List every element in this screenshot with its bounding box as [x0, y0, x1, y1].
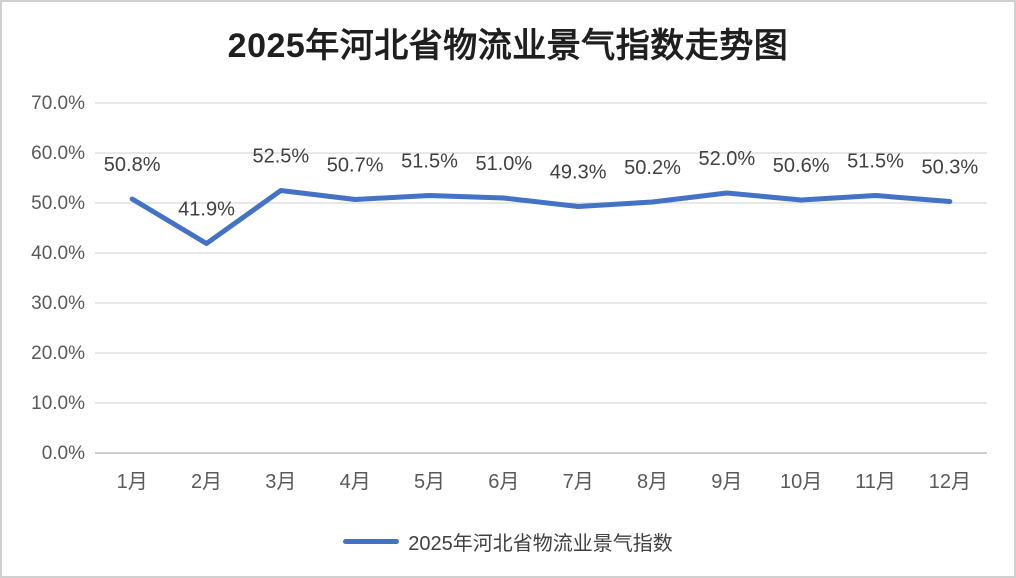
legend-line-swatch-icon [343, 538, 400, 544]
data-label: 50.3% [921, 157, 978, 179]
data-label: 50.7% [327, 155, 384, 177]
data-label: 50.8% [104, 154, 161, 176]
x-tick-label: 10月 [780, 471, 822, 493]
data-label: 52.0% [698, 148, 755, 170]
x-tick-label: 2月 [191, 471, 222, 493]
x-tick-label: 8月 [637, 471, 668, 493]
data-label: 50.2% [624, 157, 681, 179]
x-tick-label: 4月 [340, 471, 371, 493]
data-label: 52.5% [252, 146, 309, 168]
x-tick-label: 6月 [488, 471, 519, 493]
series-line [129, 188, 953, 246]
y-tick-label: 50.0% [31, 193, 85, 214]
x-tick-label: 1月 [117, 471, 148, 493]
y-tick-label: 10.0% [31, 393, 85, 414]
data-label: 50.6% [773, 155, 830, 177]
y-tick-label: 20.0% [31, 343, 85, 364]
y-tick-label: 30.0% [31, 293, 85, 314]
data-label: 51.0% [475, 153, 532, 175]
x-tick-label: 7月 [563, 471, 594, 493]
y-tick-label: 0.0% [42, 443, 85, 464]
chart-title: 2025年河北省物流业景气指数走势图 [227, 27, 789, 65]
data-label: 51.5% [847, 151, 904, 173]
data-label: 51.5% [401, 151, 458, 173]
y-tick-label: 70.0% [31, 93, 85, 114]
legend-series-label: 2025年河北省物流业景气指数 [408, 532, 673, 555]
chart-legend: 2025年河北省物流业景气指数 [2, 526, 1014, 556]
data-label: 41.9% [178, 199, 235, 221]
y-tick-label: 40.0% [31, 243, 85, 264]
x-tick-label: 3月 [265, 471, 296, 493]
x-tick-label: 5月 [414, 471, 445, 493]
x-tick-label: 11月 [855, 471, 896, 493]
x-tick-label: 9月 [711, 471, 742, 493]
y-tick-label: 60.0% [31, 143, 85, 164]
x-tick-label: 12月 [929, 471, 971, 493]
data-label: 49.3% [550, 162, 607, 184]
